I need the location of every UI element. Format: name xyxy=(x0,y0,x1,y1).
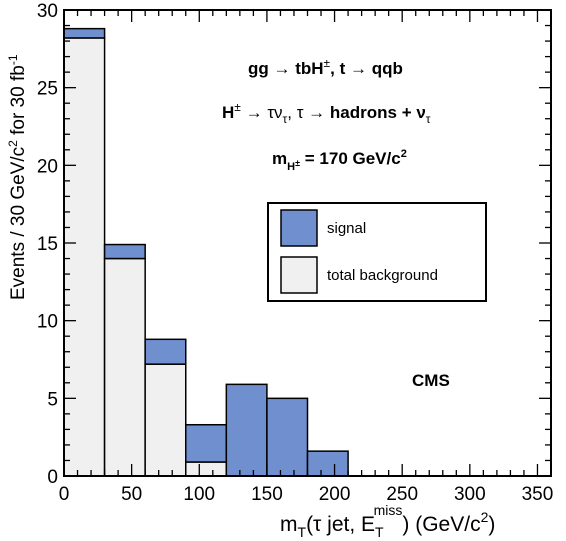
y-tick-label: 0 xyxy=(47,467,58,488)
y-axis-label: Events / 30 GeV/c2 for 30 fb-1 xyxy=(6,54,29,300)
x-tick-label: 250 xyxy=(386,484,418,505)
y-tick-label: 20 xyxy=(37,156,58,177)
annotation-process: gg → tbH±, t → qqb xyxy=(248,56,403,78)
bar-signal-bin-0 xyxy=(63,27,106,39)
y-tick-label: 30 xyxy=(37,1,58,22)
annotation-experiment: CMS xyxy=(412,371,450,390)
legend: signal total background xyxy=(267,202,487,302)
x-tick-label: 50 xyxy=(121,484,142,505)
annotation-mass: mH± = 170 GeV/c2 xyxy=(272,148,407,173)
bar-background-bin-0 xyxy=(63,37,106,477)
axis-ticks xyxy=(63,9,552,477)
bar-signal-bin-1 xyxy=(103,243,146,260)
x-tick-label: 350 xyxy=(522,484,554,505)
bar-background-bin-2 xyxy=(144,363,187,477)
y-tick-label: 10 xyxy=(37,312,58,333)
x-tick-label: 200 xyxy=(319,484,351,505)
bar-signal-bin-4 xyxy=(225,383,268,477)
legend-swatch-signal xyxy=(280,209,318,247)
bar-signal-bin-3 xyxy=(185,423,228,463)
bar-signal-bin-2 xyxy=(144,338,187,365)
legend-label-signal: signal xyxy=(327,220,366,237)
y-tick-label: 15 xyxy=(37,234,58,255)
bar-background-bin-3 xyxy=(185,461,228,477)
axis-tick-labels: 0 50 100 150 200 250 300 350 0 5 10 15 20 25 30 xyxy=(37,1,553,505)
x-tick-label: 150 xyxy=(251,484,283,505)
legend-swatch-total-background xyxy=(280,256,318,294)
x-tick-label: 300 xyxy=(454,484,486,505)
bar-background-bin-1 xyxy=(103,257,146,477)
histogram-bars xyxy=(63,27,349,477)
bar-signal-bin-5 xyxy=(266,397,309,477)
annotation-decay: H± → τντ, τ → hadrons + ντ xyxy=(222,100,431,126)
bar-signal-bin-6 xyxy=(306,450,349,477)
x-axis-label: mT(τ jet, ETmiss) (GeV/c2) xyxy=(280,502,495,540)
y-tick-label: 25 xyxy=(37,79,58,100)
y-tick-label: 5 xyxy=(47,389,58,410)
x-tick-label: 0 xyxy=(59,484,70,505)
legend-label-total-background: total background xyxy=(327,267,438,284)
x-tick-label: 100 xyxy=(183,484,215,505)
